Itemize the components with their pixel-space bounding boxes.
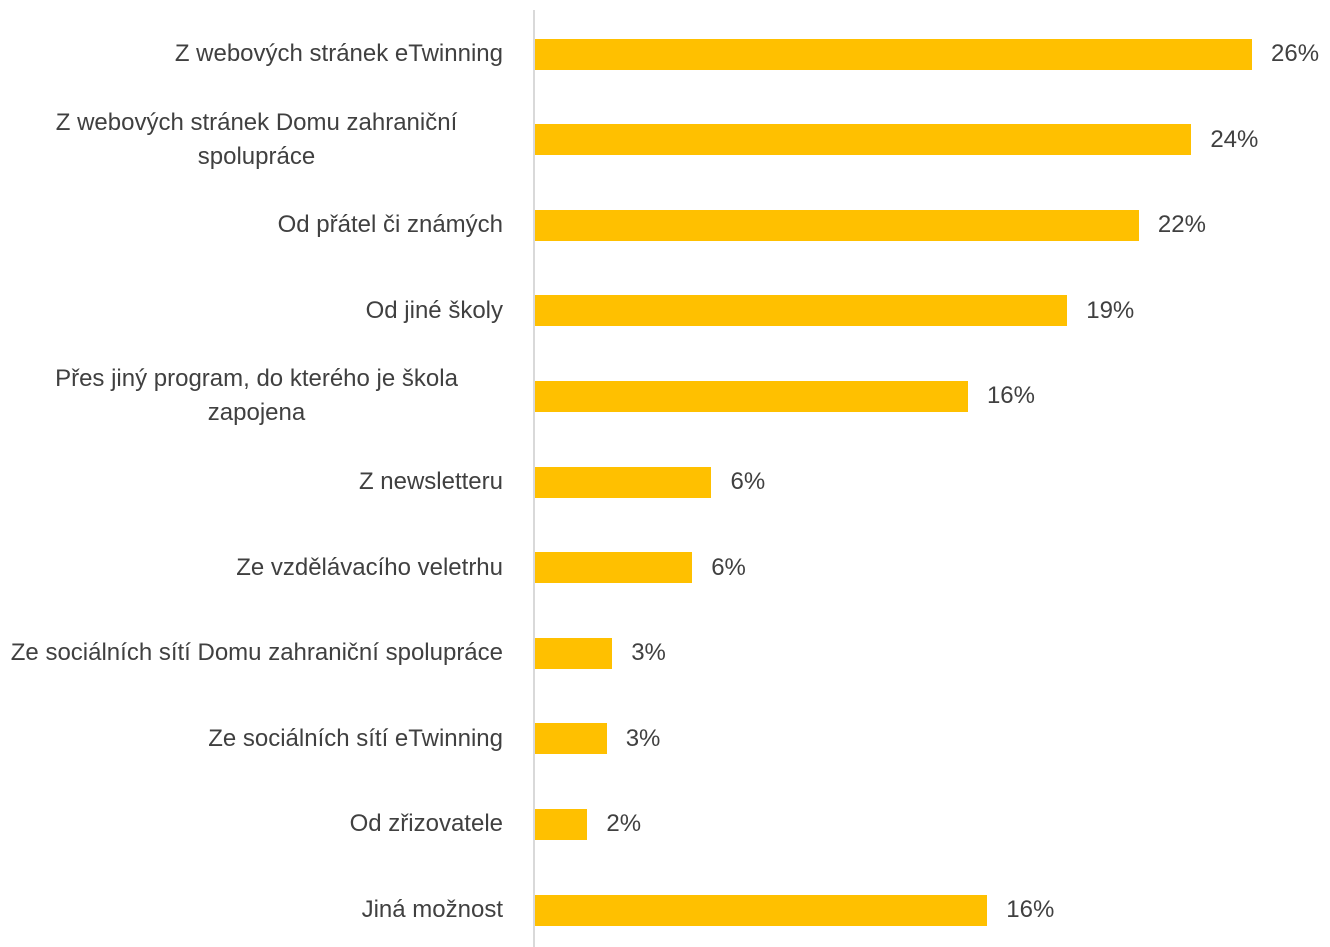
category-label-box: Z webových stránek Domu zahraniční spolu… xyxy=(10,100,503,180)
category-label: Od přátel či známých xyxy=(277,211,503,239)
category-label: Ze vzdělávacího veletrhu xyxy=(236,553,503,581)
category-label: Od jiné školy xyxy=(365,296,503,324)
category-label: Z webových stránek Domu zahraniční spolu… xyxy=(55,108,458,170)
category-label-box: Od jiné školy xyxy=(10,271,503,351)
category-label-box: Ze sociálních sítí eTwinning xyxy=(10,699,503,779)
bar xyxy=(535,723,607,755)
value-label: 3% xyxy=(631,639,666,667)
bar xyxy=(535,552,693,584)
bar xyxy=(535,38,1252,70)
category-label: Přes jiný program, do kterého je škola z… xyxy=(55,365,458,427)
value-label: 2% xyxy=(606,810,642,838)
category-label-box: Ze sociálních sítí Domu zahraniční spolu… xyxy=(10,613,503,693)
value-label: 26% xyxy=(1271,40,1320,67)
category-label: Ze sociálních sítí Domu zahraniční spolu… xyxy=(10,639,503,667)
value-label: 24% xyxy=(1210,125,1259,153)
value-label: 16% xyxy=(986,382,1035,410)
bar xyxy=(535,295,1068,327)
category-label: Z webových stránek eTwinning xyxy=(174,40,503,67)
bar xyxy=(535,466,712,498)
bar xyxy=(535,380,968,412)
category-label-box: Ze vzdělávacího veletrhu xyxy=(10,528,503,608)
bar xyxy=(535,209,1139,241)
category-label-box: Jiná možnost xyxy=(10,870,503,947)
value-label: 6% xyxy=(711,553,746,581)
category-label-box: Z webových stránek eTwinning xyxy=(10,14,503,94)
category-label-box: Od přátel či známých xyxy=(10,185,503,265)
value-label: 22% xyxy=(1157,211,1206,239)
value-label: 6% xyxy=(730,468,766,495)
category-label: Ze sociálních sítí eTwinning xyxy=(208,724,503,752)
bar xyxy=(535,808,588,840)
category-label-box: Od zřizovatele xyxy=(10,784,503,864)
category-label: Jiná možnost xyxy=(361,896,503,923)
bar xyxy=(535,894,988,926)
bar xyxy=(535,637,613,669)
category-label-box: Z newsletteru xyxy=(10,442,503,522)
axis-line xyxy=(533,10,535,947)
bar xyxy=(535,124,1192,156)
category-label: Od zřizovatele xyxy=(349,810,503,838)
value-label: 19% xyxy=(1086,296,1135,324)
value-label: 3% xyxy=(625,724,661,752)
value-label: 16% xyxy=(1006,896,1055,923)
category-label-box: Přes jiný program, do kterého je škola z… xyxy=(10,356,503,436)
category-label: Z newsletteru xyxy=(358,468,503,495)
